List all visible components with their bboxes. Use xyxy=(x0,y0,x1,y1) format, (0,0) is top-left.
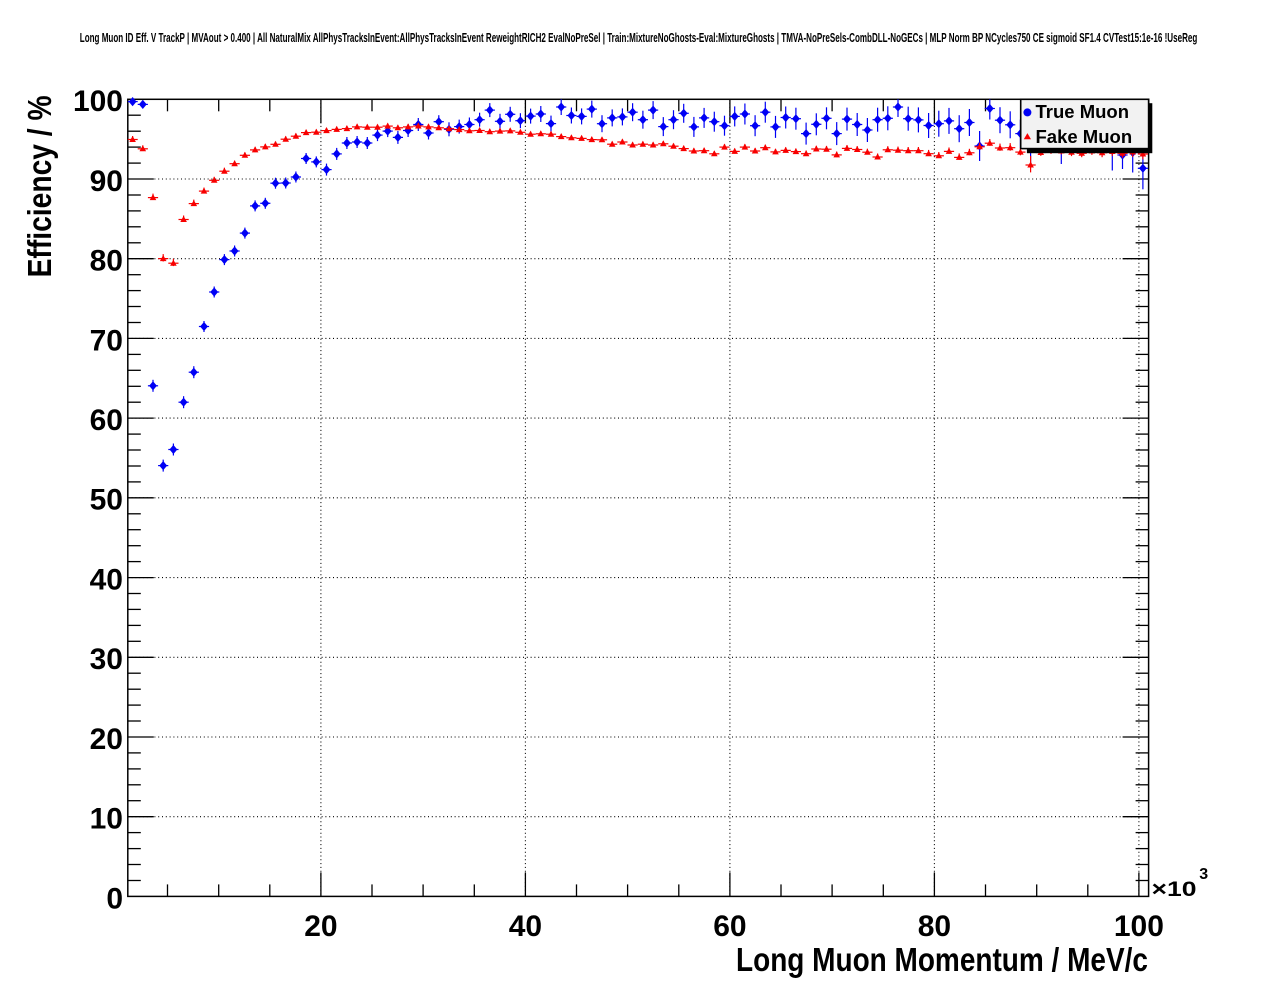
svg-text:30: 30 xyxy=(90,643,123,676)
svg-text:Long Muon ID Eff. V TrackP | M: Long Muon ID Eff. V TrackP | MVAout > 0.… xyxy=(80,31,1198,45)
svg-text:90: 90 xyxy=(90,165,123,198)
svg-text:70: 70 xyxy=(90,324,123,357)
svg-text:10: 10 xyxy=(90,803,123,836)
svg-text:100: 100 xyxy=(73,85,123,118)
svg-text:60: 60 xyxy=(90,404,123,437)
svg-text:Fake Muon: Fake Muon xyxy=(1036,126,1133,147)
svg-text:0: 0 xyxy=(106,882,123,915)
svg-text:40: 40 xyxy=(509,910,542,943)
svg-text:60: 60 xyxy=(713,910,746,943)
svg-text:Long Muon Momentum / MeV/c: Long Muon Momentum / MeV/c xyxy=(736,941,1148,978)
svg-text:20: 20 xyxy=(304,910,337,943)
svg-text:80: 80 xyxy=(90,245,123,278)
svg-text:100: 100 xyxy=(1114,910,1164,943)
svg-text:80: 80 xyxy=(918,910,951,943)
svg-text:×10: ×10 xyxy=(1152,878,1197,901)
svg-text:40: 40 xyxy=(90,564,123,597)
svg-text:20: 20 xyxy=(90,723,123,756)
svg-text:True Muon: True Muon xyxy=(1036,101,1130,122)
svg-text:3: 3 xyxy=(1199,866,1208,883)
svg-text:Efficiency / %: Efficiency / % xyxy=(21,95,58,277)
svg-text:50: 50 xyxy=(90,484,123,517)
